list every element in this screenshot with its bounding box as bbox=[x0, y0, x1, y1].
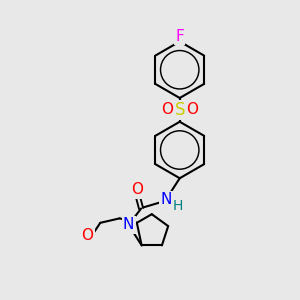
Text: F: F bbox=[175, 29, 184, 44]
Text: O: O bbox=[131, 182, 143, 197]
Text: O: O bbox=[82, 228, 94, 243]
Text: S: S bbox=[175, 101, 185, 119]
Text: H: H bbox=[172, 199, 183, 213]
Text: H: H bbox=[80, 230, 91, 244]
Text: N: N bbox=[161, 192, 172, 207]
Text: O: O bbox=[161, 102, 173, 117]
Text: O: O bbox=[186, 102, 198, 117]
Text: N: N bbox=[123, 218, 134, 232]
